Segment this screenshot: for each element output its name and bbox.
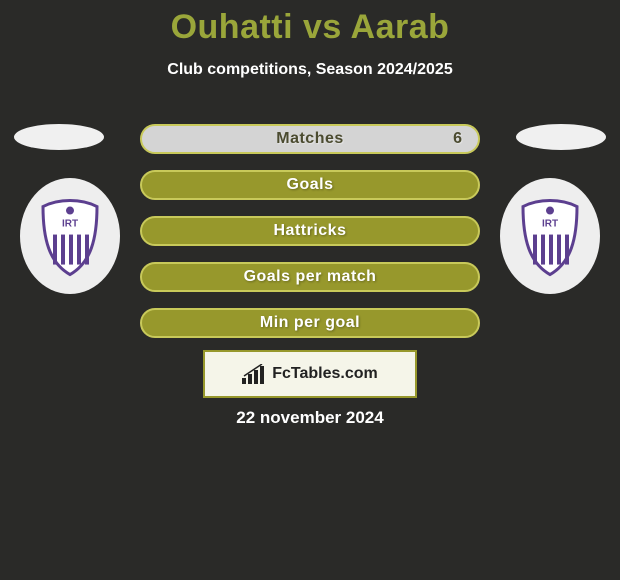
stat-row-goals: Goals	[140, 170, 480, 200]
stat-label: Matches	[276, 130, 344, 148]
club-shield-icon: IRT	[39, 199, 101, 277]
stat-label: Goals per match	[244, 268, 377, 286]
brand-box: FcTables.com	[203, 350, 417, 398]
brand-text: FcTables.com	[272, 365, 378, 383]
player-right-avatar-placeholder	[516, 124, 606, 150]
club-badge-text: IRT	[542, 219, 558, 230]
page-title: Ouhatti vs Aarab	[0, 0, 620, 47]
stat-row-hattricks: Hattricks	[140, 216, 480, 246]
bar-chart-icon	[242, 364, 266, 384]
stat-row-matches: Matches 6	[140, 124, 480, 154]
club-badge-text: IRT	[62, 219, 78, 230]
club-shield-icon: IRT	[519, 199, 581, 277]
date-line: 22 november 2024	[0, 408, 620, 428]
player-right-club-badge: IRT	[500, 178, 600, 294]
stat-row-goals-per-match: Goals per match	[140, 262, 480, 292]
player-left-avatar-placeholder	[14, 124, 104, 150]
stat-row-min-per-goal: Min per goal	[140, 308, 480, 338]
stat-label: Hattricks	[274, 222, 347, 240]
stats-container: Matches 6 Goals Hattricks Goals per matc…	[140, 124, 480, 354]
subtitle: Club competitions, Season 2024/2025	[0, 61, 620, 79]
stat-label: Goals	[287, 176, 334, 194]
player-left-club-badge: IRT	[20, 178, 120, 294]
stat-value-right: 6	[453, 130, 462, 148]
stat-label: Min per goal	[260, 314, 360, 332]
